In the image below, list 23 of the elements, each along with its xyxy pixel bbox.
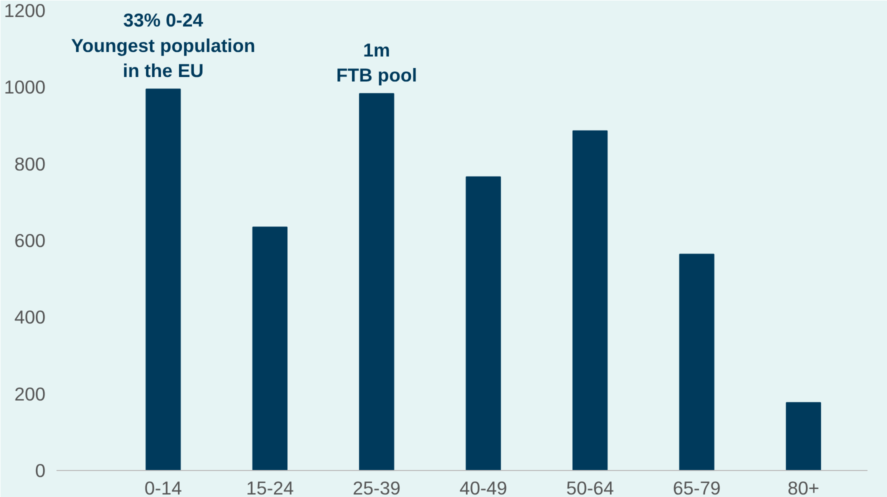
y-tick-label: 600 [14, 230, 46, 251]
y-tick-label: 800 [14, 153, 46, 174]
x-tick-label: 80+ [788, 478, 820, 497]
x-tick-label: 0-14 [144, 478, 182, 497]
y-tick-label: 1000 [4, 76, 46, 98]
y-tick-label: 400 [14, 306, 46, 328]
x-tick-label: 40-49 [459, 478, 508, 497]
y-tick-label: 0 [35, 460, 46, 481]
bar [466, 176, 501, 470]
x-tick-label: 65-79 [672, 478, 721, 497]
bar [786, 402, 822, 470]
bar [252, 226, 288, 470]
bar [679, 254, 714, 470]
y-tick-label: 1200 [4, 0, 46, 21]
bar [359, 93, 394, 470]
y-tick-label: 200 [14, 383, 46, 404]
annotation: 1m FTB pool [336, 39, 418, 86]
x-tick-label: 50-64 [566, 478, 614, 497]
x-tick-label: 15-24 [246, 478, 294, 497]
x-tick-label: 25-39 [352, 478, 400, 497]
annotation: 33% 0-24 Youngest population in the EU [71, 10, 256, 82]
bar [146, 88, 181, 470]
bar [572, 130, 608, 470]
